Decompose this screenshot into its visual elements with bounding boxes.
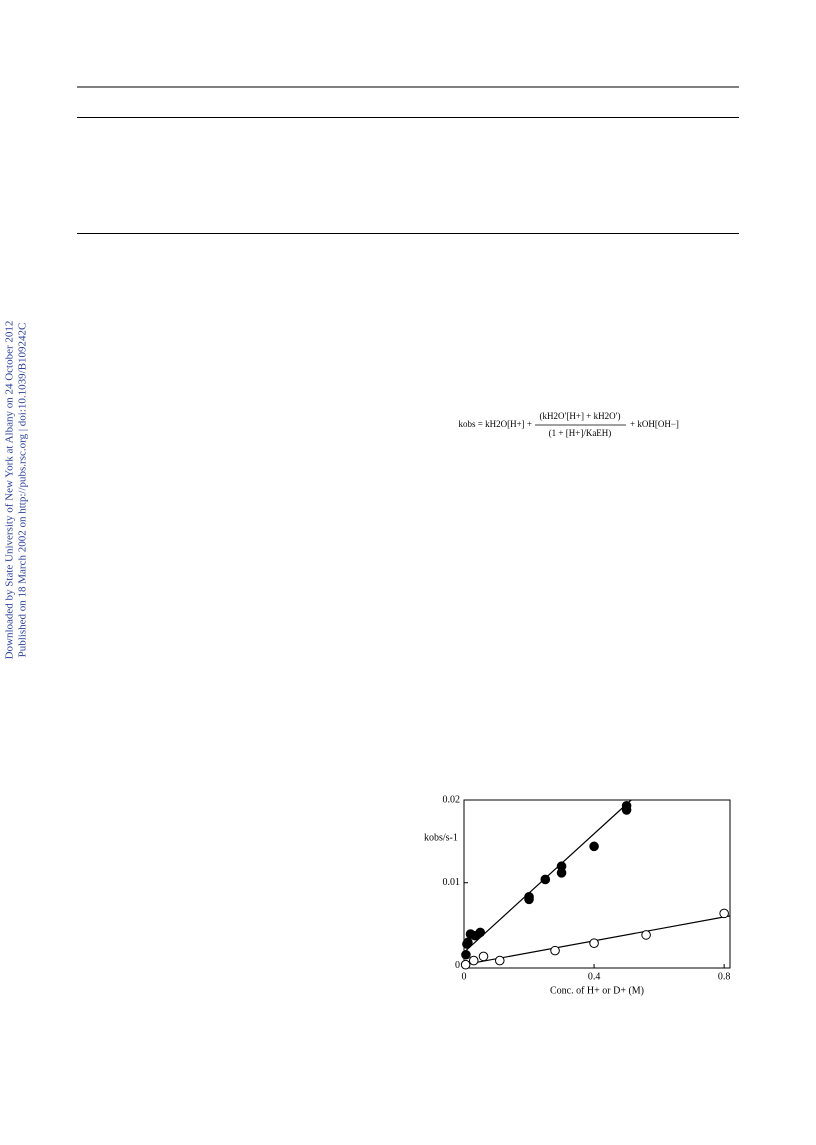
data-point xyxy=(550,945,560,956)
data-point xyxy=(641,930,651,940)
data-point xyxy=(589,938,599,948)
data-point xyxy=(463,937,473,948)
data-point xyxy=(460,959,471,970)
data-point xyxy=(556,861,567,872)
y-axis-label: kobs/s-1 xyxy=(424,832,458,843)
data-point xyxy=(494,955,505,966)
x-tick-label: 0 xyxy=(462,971,467,982)
data-point xyxy=(478,951,489,962)
x-axis-label: Conc. of H+ or D+ (M) xyxy=(550,985,644,996)
sidebar-text: Downloaded by State University of New Yo… xyxy=(4,321,16,660)
data-point xyxy=(475,927,486,938)
data-point xyxy=(461,949,471,960)
data-point xyxy=(540,874,551,885)
chart: 0 0.4 0.8 0 0.01 0.02 Conc. of H+ or D+ (M) kob… xyxy=(424,794,731,996)
equation-left: kobs = kH2O[H+] + xyxy=(459,419,532,429)
data-point xyxy=(524,894,534,905)
data-point xyxy=(468,955,479,966)
y-tick-label: 0.02 xyxy=(443,794,461,805)
equation-denominator: (1 + [H+]/KaEH) xyxy=(549,428,612,438)
x-tick-label: 0.4 xyxy=(588,971,601,982)
y-tick-label: 0 xyxy=(455,960,460,971)
sidebar-text: Published on 18 March 2002 on http://pub… xyxy=(17,323,29,658)
equation-numerator: (kH2O′[H+] + kH2O′) xyxy=(539,411,620,421)
data-point xyxy=(589,841,599,852)
x-tick-label: 0.8 xyxy=(718,971,731,982)
plot-frame xyxy=(463,799,731,969)
equation-right: + kOH[OH−] xyxy=(630,419,679,429)
data-point xyxy=(719,908,729,919)
y-tick-label: 0.01 xyxy=(443,877,461,888)
data-point xyxy=(621,805,632,815)
